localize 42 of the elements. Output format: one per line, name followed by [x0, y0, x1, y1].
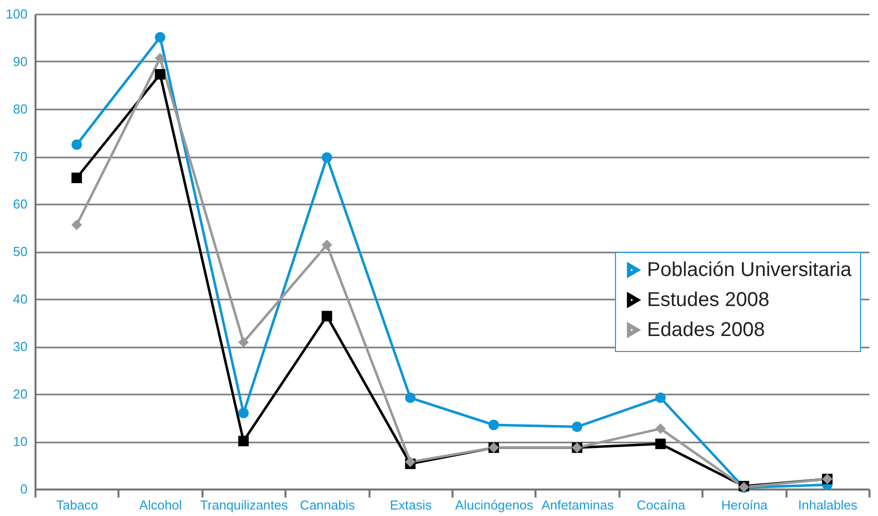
x-tick-label: Cocaína — [636, 498, 686, 512]
point — [322, 152, 332, 163]
point — [154, 32, 166, 43]
x-tick-label: Tabaco — [56, 498, 98, 512]
y-tick-label: 70 — [13, 149, 28, 164]
y-tick-label: 80 — [13, 102, 28, 116]
x-tick-label: Inhalables — [798, 498, 858, 512]
point — [238, 436, 249, 446]
legend-label: Estudes 2008 — [647, 289, 770, 311]
x-tick-label: Alcohol — [139, 498, 182, 512]
point — [322, 310, 332, 322]
point — [572, 422, 582, 432]
y-tick-label: 50 — [13, 244, 28, 259]
x-tick-label: Anfetaminas — [541, 498, 614, 512]
point — [238, 408, 249, 418]
point — [71, 139, 82, 150]
point — [322, 240, 332, 250]
x-tick-label: Alucinógenos — [455, 498, 534, 512]
y-tick-label: 90 — [13, 54, 28, 69]
y-tick-label: 40 — [13, 292, 28, 306]
point — [488, 420, 499, 430]
point — [655, 423, 666, 434]
y-tick-label: 0 — [20, 482, 28, 496]
y-tick-label: 30 — [13, 339, 28, 354]
point — [655, 438, 666, 450]
point — [655, 392, 666, 404]
y-tick-label: 20 — [13, 386, 28, 402]
point — [71, 172, 82, 184]
legend-label: Edades 2008 — [647, 319, 765, 341]
legend-label: Población Universitaria — [647, 259, 852, 281]
x-tick-label: Extasis — [390, 498, 432, 512]
point — [71, 220, 82, 230]
y-tick-label: 100 — [6, 6, 28, 22]
point — [154, 69, 166, 80]
x-tick-label: Tranquilizantes — [200, 498, 288, 512]
x-tick-label: Heroína — [721, 498, 768, 512]
x-tick-label: Cannabis — [300, 498, 356, 512]
y-tick-label: 60 — [13, 196, 28, 212]
point — [238, 336, 249, 348]
y-tick-label: 10 — [13, 434, 28, 449]
point — [154, 52, 166, 64]
point — [405, 392, 416, 404]
